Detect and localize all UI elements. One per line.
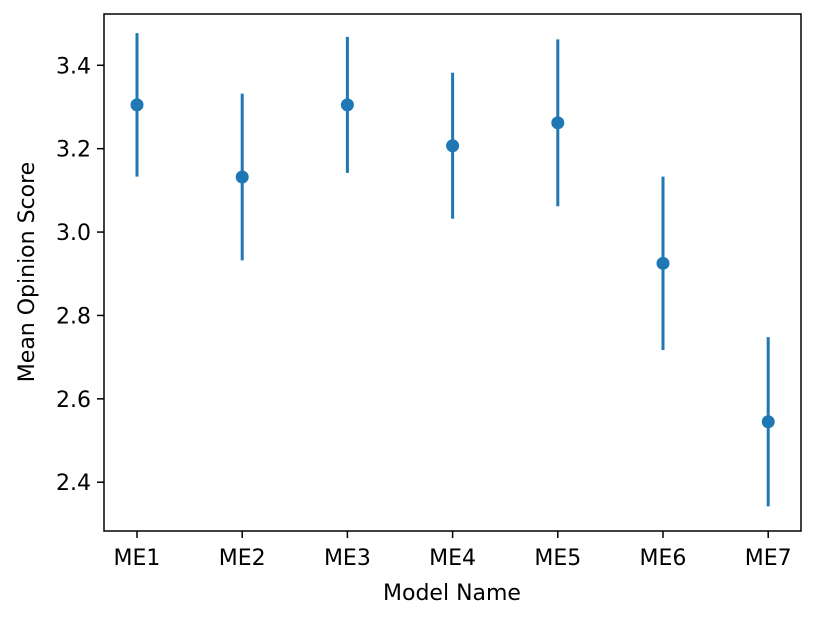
x-tick-label: ME7 (745, 546, 792, 571)
y-axis-title: Mean Opinion Score (15, 162, 40, 382)
y-tick-label: 3.0 (56, 221, 91, 246)
y-tick-label: 2.6 (56, 388, 91, 413)
x-tick-label: ME4 (429, 546, 476, 571)
data-point (446, 139, 460, 153)
x-tick-label: ME5 (534, 546, 581, 571)
x-tick-label: ME2 (219, 546, 266, 571)
x-tick-label: ME6 (640, 546, 687, 571)
data-point (340, 98, 354, 112)
data-point (130, 98, 144, 112)
data-point (761, 415, 775, 429)
y-axis: 2.4 2.6 2.8 3.0 3.2 3.4 (56, 54, 104, 496)
x-tick-label: ME3 (324, 546, 371, 571)
y-tick-label: 3.2 (56, 138, 91, 163)
x-tick-label: ME1 (114, 546, 161, 571)
y-tick-label: 2.4 (56, 471, 91, 496)
x-axis: ME1 ME2 ME3 ME4 ME5 ME6 ME7 (114, 531, 792, 571)
x-axis-title: Model Name (383, 581, 521, 606)
data-point (656, 256, 670, 270)
data-point (235, 170, 249, 184)
data-point (551, 116, 565, 130)
error-bars (135, 33, 770, 507)
y-tick-label: 2.8 (56, 304, 91, 329)
data-points (130, 98, 775, 429)
y-tick-label: 3.4 (56, 54, 91, 79)
